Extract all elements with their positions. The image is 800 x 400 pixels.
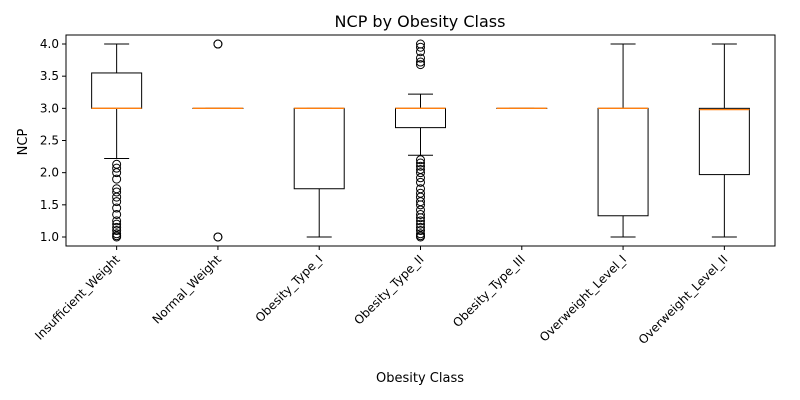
outlier-point [416,164,425,174]
outlier-point [416,226,425,236]
outlier-point [416,219,425,229]
x-tick-label: Overweight_Level_II [636,252,731,347]
outlier-point [416,57,425,67]
y-tick-label: 2.5 [40,134,59,148]
outlier-point [112,159,122,169]
outlier-point [112,222,122,232]
outlier-point [416,155,425,165]
iqr-box [91,72,143,109]
outlier-point [112,229,122,239]
outlier-point [416,42,425,52]
outlier-point [112,216,122,226]
x-tick-label: Obesity_Type_III [450,252,528,330]
iqr-box [597,107,649,217]
outlier-point [112,187,122,197]
chart-title: NCP by Obesity Class [335,12,506,31]
outlier-point [416,60,425,70]
outlier-point [416,53,425,63]
x-tick-label: Overweight_Level_I [537,252,629,344]
outlier-point [416,209,425,219]
y-tick-label: 3.5 [40,69,59,83]
x-tick-label: Insufficient_Weight [32,252,123,343]
x-tick-label: Obesity_Type_II [351,252,426,327]
outlier-point [112,226,122,236]
outlier-point [112,219,122,229]
y-tick-label: 4.0 [40,37,59,51]
x-tick-label: Obesity_Type_I [253,252,326,325]
outlier-point [416,158,425,168]
outlier-point [416,229,425,239]
outlier-point [416,216,425,226]
outlier-point [416,39,425,49]
outlier-point [213,39,223,49]
outlier-point [416,168,425,178]
x-tick-label: Normal_Weight [150,252,225,327]
outlier-point [112,203,122,213]
outlier-point [416,222,425,232]
iqr-box [293,107,345,190]
outlier-point [112,174,122,184]
iqr-box [395,107,446,129]
outlier-point [416,184,425,194]
y-tick-label: 1.5 [40,198,59,212]
x-axis-label: Obesity Class [376,371,464,386]
iqr-box [698,107,750,176]
plot-area: 1.0 1.5 2.0 2.5 3.0 3.5 4.0 Insufficient_Weight… [32,34,776,347]
outlier-point [112,197,122,207]
y-tick-label: 1.0 [40,230,59,244]
y-axis-label: NCP [16,129,31,156]
outlier-point [112,184,122,194]
outlier-point [112,209,122,219]
outlier-point [213,232,223,242]
outlier-point [416,161,425,171]
y-tick-label: 3.0 [40,101,59,115]
outlier-point [416,188,425,198]
outlier-point [112,163,122,173]
y-tick-label: 2.0 [40,166,59,180]
outlier-point [416,177,425,187]
